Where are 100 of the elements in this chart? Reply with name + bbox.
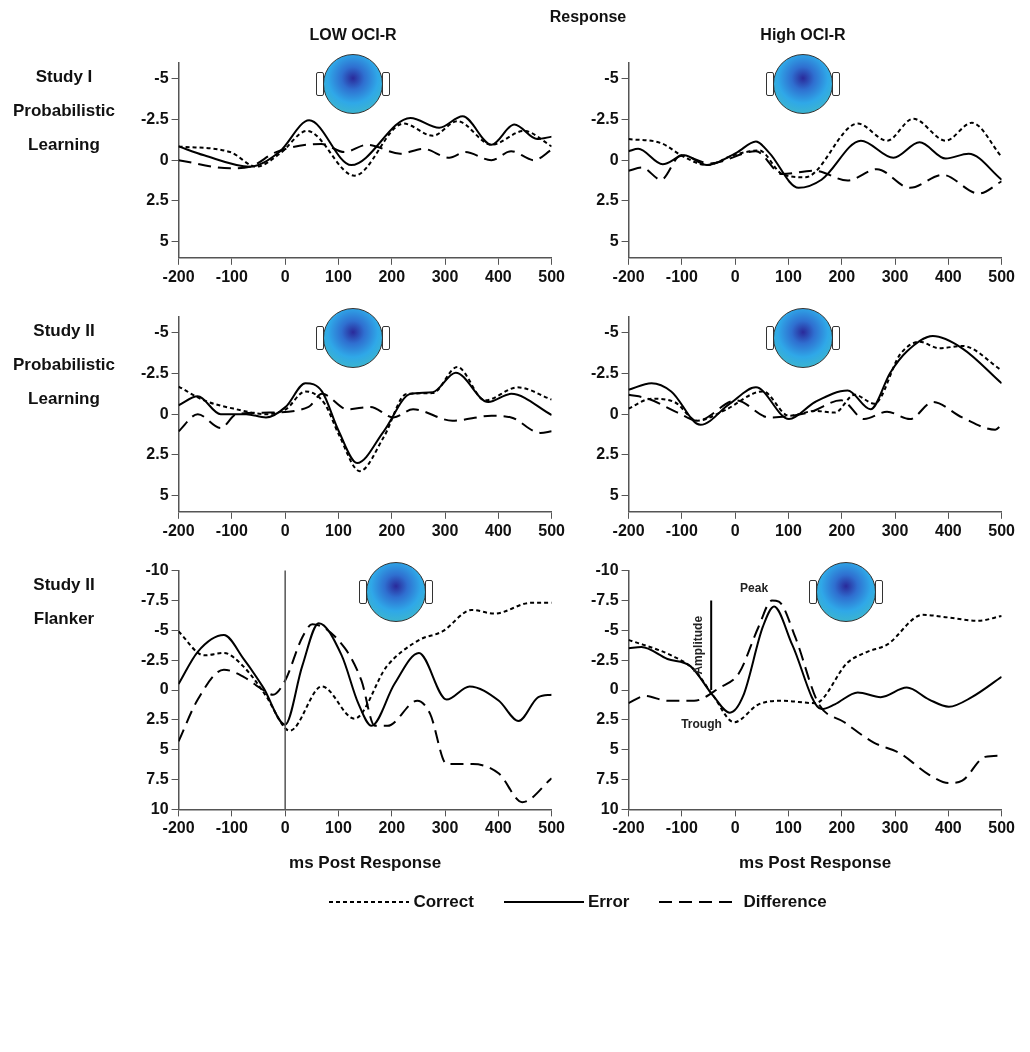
x-tick-label: 300 [881,521,909,539]
y-axis-title: Study I Probabilistic Learning [12,67,116,154]
annotation: Trough [681,717,722,731]
x-tick-label: 400 [485,521,512,539]
x-tick-label: 0 [730,267,740,285]
x-tick-label: 200 [378,267,406,285]
x-tick-label: -100 [665,521,698,539]
y-axis-title: Study II Flanker [33,575,95,628]
x-tick-label: -200 [612,267,645,285]
x-tick-label: 400 [485,267,512,285]
x-tick-label: 400 [485,819,512,837]
y-tick-label: 7.5 [596,769,619,787]
x-tick-label: 200 [378,819,406,837]
x-tick-label: -200 [612,521,645,539]
y-tick-label: 7.5 [146,769,169,787]
x-tick-label: 200 [828,819,856,837]
x-tick-label: 100 [775,521,802,539]
x-tick-label: 100 [775,267,802,285]
y-tick-label: -5 [154,69,169,87]
x-tick-label: -100 [215,521,248,539]
y-tick-label: 5 [159,231,169,249]
x-tick-label: -200 [162,521,195,539]
x-tick-label: 100 [325,819,352,837]
x-tick-label: -200 [162,267,195,285]
x-tick-label: 500 [988,819,1016,837]
y-tick-label: -7.5 [590,590,619,608]
y-tick-label: -10 [595,561,619,579]
legend-label: Correct [413,892,474,912]
x-tick-label: 400 [935,819,962,837]
y-tick-label: -2.5 [590,109,619,127]
x-tick-label: 400 [935,521,962,539]
x-axis-title: ms Post Response [739,853,892,873]
y-tick-label: 0 [159,404,169,422]
chart-title: LOW OCI-R [308,26,398,45]
y-tick-label: 0 [609,680,619,698]
x-tick-label: 0 [280,521,290,539]
y-tick-label: 5 [159,485,169,503]
legend-label: Difference [743,892,827,912]
x-tick-label: 300 [431,521,459,539]
x-tick-label: 300 [431,819,459,837]
x-tick-label: 400 [935,267,962,285]
x-tick-label: -100 [665,819,698,837]
x-tick-label: 0 [280,819,290,837]
y-tick-label: 5 [609,485,619,503]
chart-title: High OCI-R [759,26,847,45]
y-tick-label: 2.5 [596,191,619,209]
x-tick-label: 300 [431,267,459,285]
x-tick-label: 100 [325,521,352,539]
x-tick-label: 500 [538,267,566,285]
x-tick-label: -200 [612,819,645,837]
x-tick-label: -200 [162,819,195,837]
x-tick-label: 100 [775,819,802,837]
x-tick-label: 0 [730,521,740,539]
y-tick-label: 5 [159,740,169,758]
x-tick-label: 300 [881,819,909,837]
y-tick-label: 10 [150,799,169,817]
x-tick-label: 500 [988,521,1016,539]
x-tick-label: -100 [215,819,248,837]
x-tick-label: 200 [828,267,856,285]
x-tick-label: -100 [215,267,248,285]
y-tick-label: -2.5 [140,363,169,381]
annotation: Peak [740,580,769,595]
y-tick-label: 5 [609,740,619,758]
x-tick-label: 200 [828,521,856,539]
y-tick-label: -5 [604,323,619,341]
text: Response [548,8,628,26]
x-axis-title: ms Post Response [289,853,442,873]
x-tick-label: 0 [280,267,290,285]
y-tick-label: -2.5 [590,650,619,668]
y-tick-label: -5 [604,620,619,638]
x-tick-label: -100 [665,267,698,285]
y-tick-label: 2.5 [596,710,619,728]
y-tick-label: 2.5 [596,445,619,463]
y-tick-label: 0 [159,680,169,698]
x-tick-label: 500 [538,819,566,837]
y-tick-label: -5 [154,620,169,638]
y-tick-label: -2.5 [590,363,619,381]
legend-label: Error [587,892,630,912]
y-tick-label: 5 [609,231,619,249]
y-tick-label: 0 [609,150,619,168]
y-tick-label: 2.5 [146,191,169,209]
y-tick-label: -7.5 [140,590,169,608]
y-axis-title: Study II Probabilistic Learning [12,321,116,408]
y-tick-label: -2.5 [140,109,169,127]
y-tick-label: 2.5 [146,710,169,728]
y-tick-label: -10 [145,561,169,579]
y-tick-label: -2.5 [140,650,169,668]
y-tick-label: -5 [604,69,619,87]
x-tick-label: 200 [378,521,406,539]
y-tick-label: 2.5 [146,445,169,463]
y-tick-label: 10 [600,799,619,817]
y-tick-label: -5 [154,323,169,341]
y-tick-label: 0 [609,404,619,422]
y-tick-label: 0 [159,150,169,168]
x-tick-label: 100 [325,267,352,285]
x-tick-label: 300 [881,267,909,285]
x-tick-label: 500 [988,267,1016,285]
x-tick-label: 0 [730,819,740,837]
x-tick-label: 500 [538,521,566,539]
annotation: Amplitude [691,615,706,675]
